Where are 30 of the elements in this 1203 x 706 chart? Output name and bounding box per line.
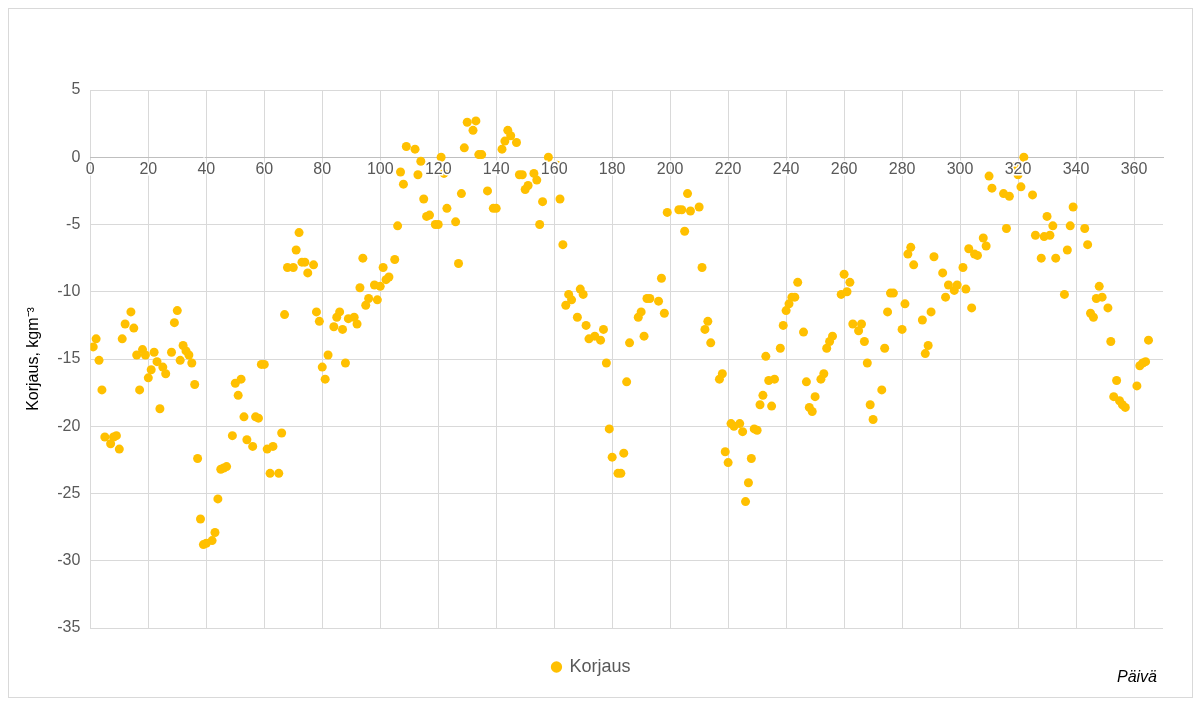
x-tick-label: 200 [656,160,684,178]
x-tick-label: 220 [714,160,742,178]
x-tick-label: 240 [772,160,800,178]
y-tick-label: -10 [57,282,81,300]
x-tick-label: 0 [85,160,95,178]
y-tick-label: -35 [57,618,81,636]
x-tick-label: 180 [598,160,626,178]
y-tick-label: -5 [66,214,81,232]
x-tick-label: 80 [313,160,332,178]
y-tick-label: -20 [57,416,81,434]
x-tick-label: 60 [255,160,274,178]
x-tick-label: 100 [366,160,394,178]
x-tick-label: 40 [197,160,216,178]
y-tick-label: -30 [57,551,81,569]
y-axis-title: Korjaus, kgm⁻³ [24,306,42,411]
x-axis-title: Päivä [1116,668,1157,686]
y-tick-label: -25 [57,483,81,501]
x-tick-label: 140 [482,160,510,178]
x-tick-label: 160 [540,160,568,178]
legend-label: Korjaus [569,655,631,676]
x-tick-label: 280 [888,160,916,178]
y-tick-label: 5 [71,80,81,98]
x-tick-label: 360 [1120,160,1148,178]
x-tick-label: 300 [946,160,974,178]
x-tick-label: 340 [1062,160,1090,178]
y-tick-label: 0 [71,147,81,165]
x-tick-label: 260 [830,160,858,178]
x-tick-label: 120 [424,160,452,178]
y-tick-label: -15 [57,349,81,367]
x-tick-label: 20 [139,160,158,178]
